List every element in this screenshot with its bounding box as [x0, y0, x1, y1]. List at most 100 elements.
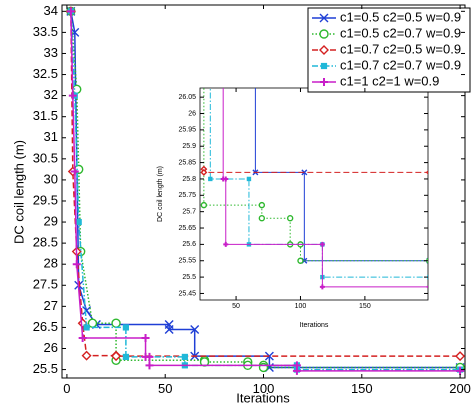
y-tick-label: 28: [44, 256, 58, 271]
marker: [264, 351, 274, 361]
marker: [286, 215, 294, 222]
y-tick-label: 25.75: [178, 192, 196, 199]
marker: [75, 218, 82, 226]
marker: [319, 241, 325, 247]
legend-label: c1=1 c2=1 w=0.9: [340, 73, 439, 88]
marker: [72, 260, 81, 269]
x-tick-label: 0: [63, 381, 70, 396]
x-tick-label: 50: [158, 381, 172, 396]
legend-label: c1=0.5 c2=0.5 w=0.9: [340, 9, 461, 24]
marker: [320, 62, 328, 70]
marker: [164, 325, 174, 335]
y-tick-label: 25.85: [178, 159, 196, 166]
y-tick-label: 30.5: [33, 150, 58, 165]
marker: [455, 351, 465, 362]
y-tick-label: 25.9: [182, 143, 196, 150]
marker: [319, 284, 325, 290]
marker: [70, 167, 79, 176]
y-tick-label: 29.5: [33, 192, 58, 207]
y-tick-label: 25.65: [178, 225, 196, 232]
marker: [208, 176, 213, 182]
marker: [223, 176, 229, 182]
y-tick-label: 26.05: [178, 94, 196, 101]
series-line: [70, 11, 461, 369]
y-tick-label: 25.6: [182, 241, 196, 248]
marker: [246, 176, 252, 182]
y-tick-label: 25.7: [182, 209, 196, 216]
marker: [320, 78, 328, 86]
legend-marker: [319, 13, 329, 23]
marker: [145, 361, 154, 370]
y-tick-label: 33.5: [33, 24, 58, 39]
y-tick-label: 25.5: [182, 274, 196, 281]
legend-label: c1=0.7 c2=0.7 w=0.9: [340, 57, 461, 72]
y-tick-label: 25.55: [178, 258, 196, 265]
marker: [292, 366, 301, 375]
marker: [190, 325, 200, 335]
x-tick-label: 100: [295, 303, 307, 310]
x-tick-label: 150: [351, 381, 373, 396]
y-tick-label: 34: [44, 3, 58, 18]
x-axis-label: Iterations: [236, 390, 290, 404]
marker: [83, 324, 90, 331]
legend-marker: [320, 62, 328, 70]
marker: [319, 29, 329, 39]
marker: [111, 318, 121, 328]
legend-marker: [320, 78, 328, 86]
marker: [426, 285, 428, 288]
y-tick-label: 30: [44, 171, 58, 186]
main-plot: [65, 6, 465, 375]
y-tick-label: 26: [188, 110, 196, 117]
marker: [81, 350, 92, 361]
x-tick-label: 150: [359, 303, 371, 310]
y-tick-label: 29: [44, 213, 58, 228]
y-tick-label: 26.5: [33, 319, 58, 334]
y-tick-label: 31: [44, 129, 58, 144]
legend: c1=0.5 c2=0.5 w=0.9c1=0.5 c2=0.7 w=0.9c1…: [307, 7, 471, 93]
y-tick-label: 27: [44, 298, 58, 313]
legend-marker: [319, 29, 329, 39]
x-tick-label: 100: [253, 381, 275, 396]
marker: [82, 306, 92, 316]
marker: [258, 201, 266, 209]
legend-label: c1=0.7 c2=0.5 w=0.9: [340, 41, 461, 56]
y-tick-label: 26: [44, 340, 58, 355]
inset-y-axis-label: DC coil length (m): [157, 166, 164, 222]
marker: [122, 353, 129, 361]
y-tick-label: 25.45: [178, 290, 196, 297]
legend-marker: [319, 45, 329, 55]
marker: [66, 7, 75, 16]
y-tick-label: 25.95: [178, 127, 196, 134]
y-tick-label: 31.5: [33, 108, 58, 123]
y-tick-label: 32: [44, 87, 58, 102]
inset-x-axis-label: Iterations: [300, 322, 329, 329]
inset-plot: [200, 88, 428, 290]
marker: [456, 366, 465, 375]
marker: [301, 169, 308, 176]
marker: [181, 353, 188, 361]
y-tick-label: 27.5: [33, 277, 58, 292]
marker: [145, 352, 154, 361]
inset-area: [199, 87, 429, 301]
marker: [122, 324, 129, 331]
marker: [223, 241, 229, 247]
series-line: [70, 11, 461, 369]
series-line: [222, 88, 428, 288]
y-tick-label: 28.5: [33, 235, 58, 250]
x-tick-label: 50: [232, 303, 240, 310]
marker: [297, 257, 304, 264]
y-tick-label: 33: [44, 45, 58, 60]
y-tick-label: 32.5: [33, 66, 58, 81]
marker: [68, 91, 77, 100]
marker: [258, 215, 266, 222]
legend-label: c1=0.5 c2=0.7 w=0.9: [340, 25, 461, 40]
marker: [78, 333, 87, 342]
marker: [319, 45, 329, 55]
x-tick-label: 200: [449, 381, 471, 396]
y-axis-label: DC coil length (m): [11, 140, 26, 244]
marker: [200, 168, 208, 176]
series-line: [254, 88, 428, 262]
marker: [425, 170, 428, 175]
y-tick-label: 25.5: [33, 361, 58, 376]
